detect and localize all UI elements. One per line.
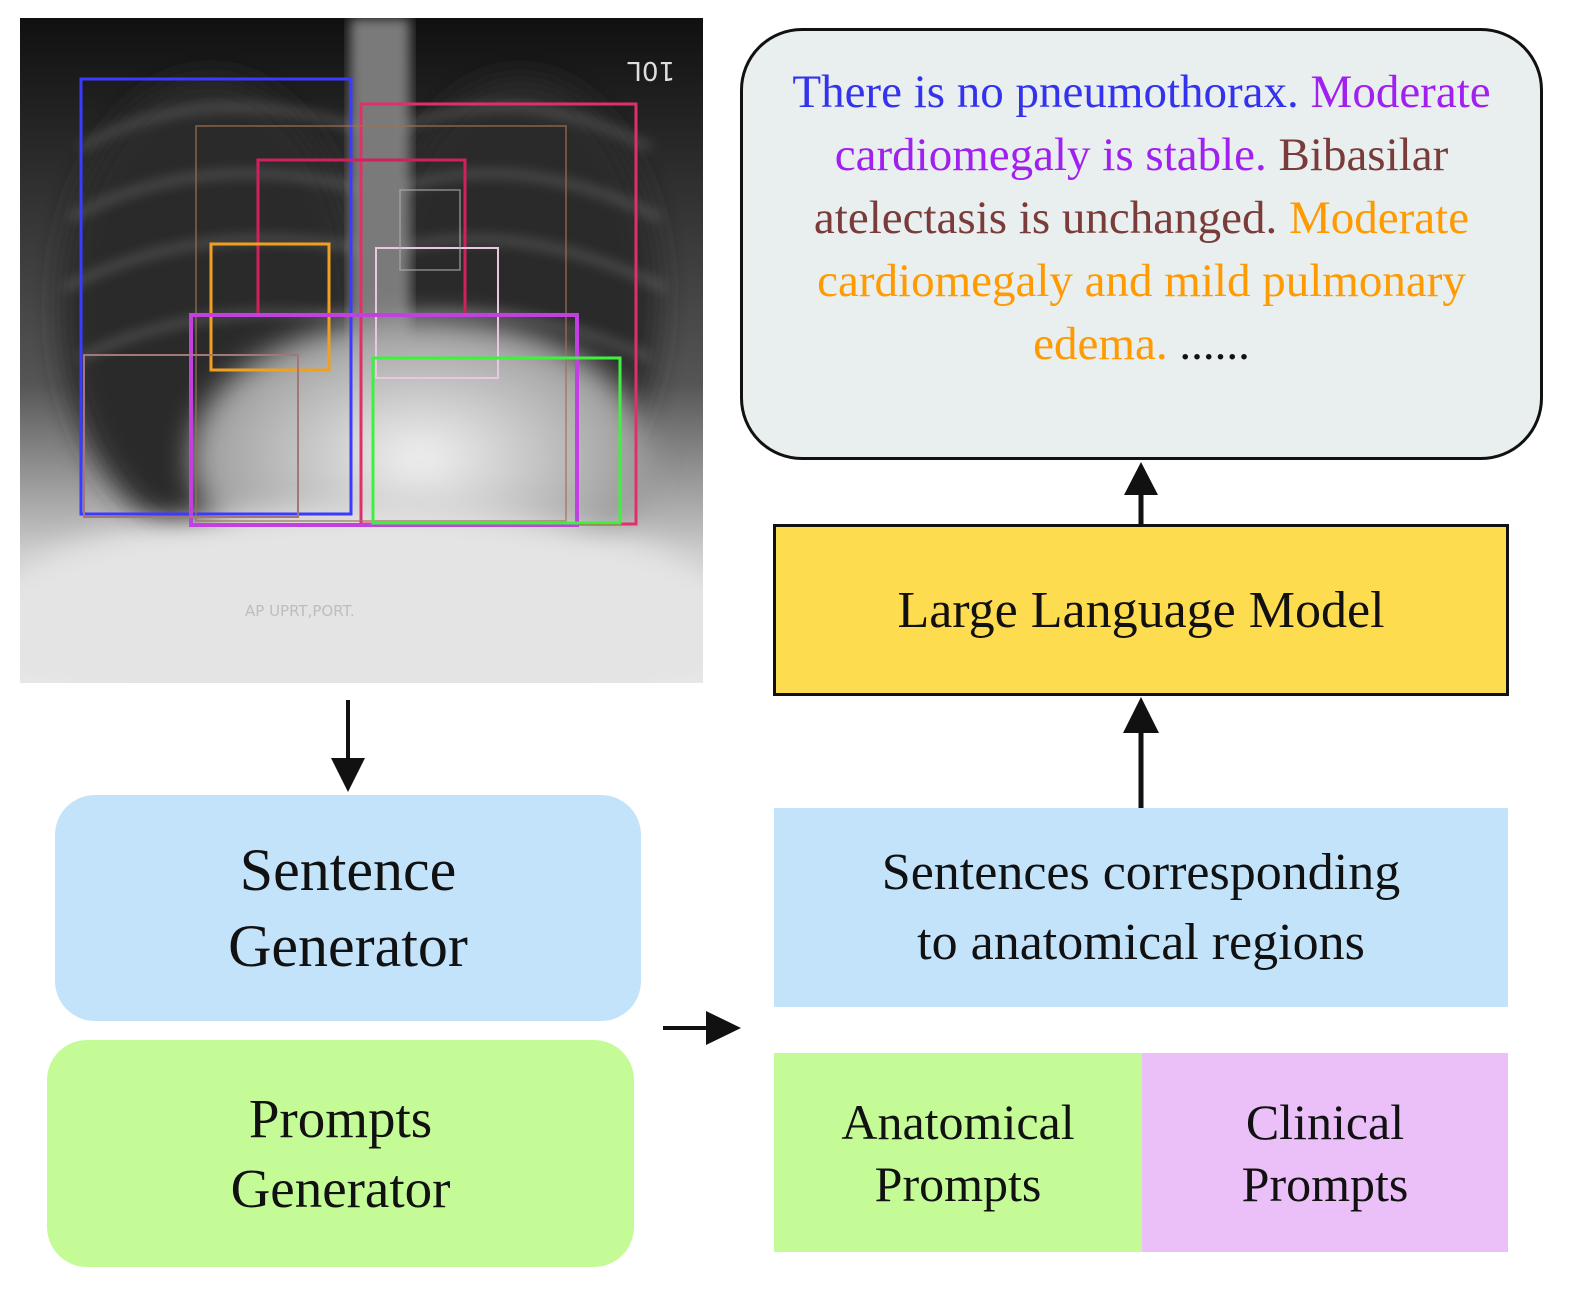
- rib-lines: [63, 104, 667, 361]
- anatomical-prompts-line-1: Anatomical: [841, 1093, 1075, 1150]
- prompts-generator-line-2: Generator: [230, 1157, 451, 1219]
- corner-marker: 10L: [627, 55, 675, 85]
- sentences-line-1: Sentences corresponding: [881, 843, 1401, 901]
- prompts-generator-line-1: Prompts: [248, 1087, 433, 1149]
- arrow-llm-to-report: [1124, 462, 1158, 524]
- clinical-prompts-box: Clinical Prompts: [1142, 1053, 1508, 1252]
- sentence-generator-line-2: Generator: [228, 913, 468, 979]
- report-ellipsis: ......: [1179, 318, 1250, 370]
- report-sentence-atelectasis-end: unchanged.: [1061, 192, 1278, 244]
- clinical-prompts-line-2: Prompts: [1241, 1155, 1409, 1212]
- arrow-sentences-to-llm: [1123, 697, 1159, 808]
- clinical-prompts-line-1: Clinical: [1245, 1093, 1405, 1150]
- generated-report-box: There is no pneumothorax. Moderate cardi…: [740, 28, 1543, 460]
- report-sentence-cardiomegaly-end: stable.: [1145, 129, 1267, 181]
- region-bounding-boxes: [79, 77, 638, 527]
- report-sentence-edema: Moderate cardiomegaly and mild pulmonary…: [817, 192, 1470, 370]
- sentence-generator-box: Sentence Generator: [55, 795, 641, 1021]
- region-box-blue: [79, 77, 353, 516]
- region-box-purple: [189, 313, 579, 527]
- report-sentence-cardiomegaly: Moderate cardiomegaly is: [834, 66, 1491, 181]
- region-box-green: [371, 356, 622, 525]
- region-box-grey: [399, 189, 461, 271]
- anatomical-prompts-line-2: Prompts: [874, 1155, 1042, 1212]
- film-label: AP UPRT,PORT.: [245, 602, 355, 620]
- prompts-generator-box: Prompts Generator: [47, 1040, 634, 1267]
- region-box-mauve: [83, 354, 299, 518]
- report-sentence-pneumothorax: There is no pneumothorax.: [792, 66, 1299, 118]
- chest-xray-image: 10L AP UPRT,PORT.: [20, 18, 703, 683]
- sentence-generator-line-1: Sentence: [239, 837, 457, 903]
- sentences-line-2: to anatomical regions: [917, 913, 1365, 971]
- sentences-box: Sentences corresponding to anatomical re…: [774, 808, 1508, 1007]
- xray-svg: 10L AP UPRT,PORT.: [20, 18, 703, 683]
- region-box-orange: [209, 242, 331, 372]
- arrow-xray-to-generator: [331, 700, 365, 792]
- arrow-generators-to-outputs: [663, 1011, 741, 1045]
- region-box-brown-large: [195, 125, 567, 522]
- llm-box: Large Language Model: [773, 524, 1509, 696]
- report-sentence-atelectasis: Bibasilar atelectasis is: [813, 129, 1449, 244]
- anatomical-prompts-box: Anatomical Prompts: [774, 1053, 1142, 1252]
- diaphragm-shadow: [20, 508, 703, 683]
- llm-label: Large Language Model: [897, 581, 1385, 639]
